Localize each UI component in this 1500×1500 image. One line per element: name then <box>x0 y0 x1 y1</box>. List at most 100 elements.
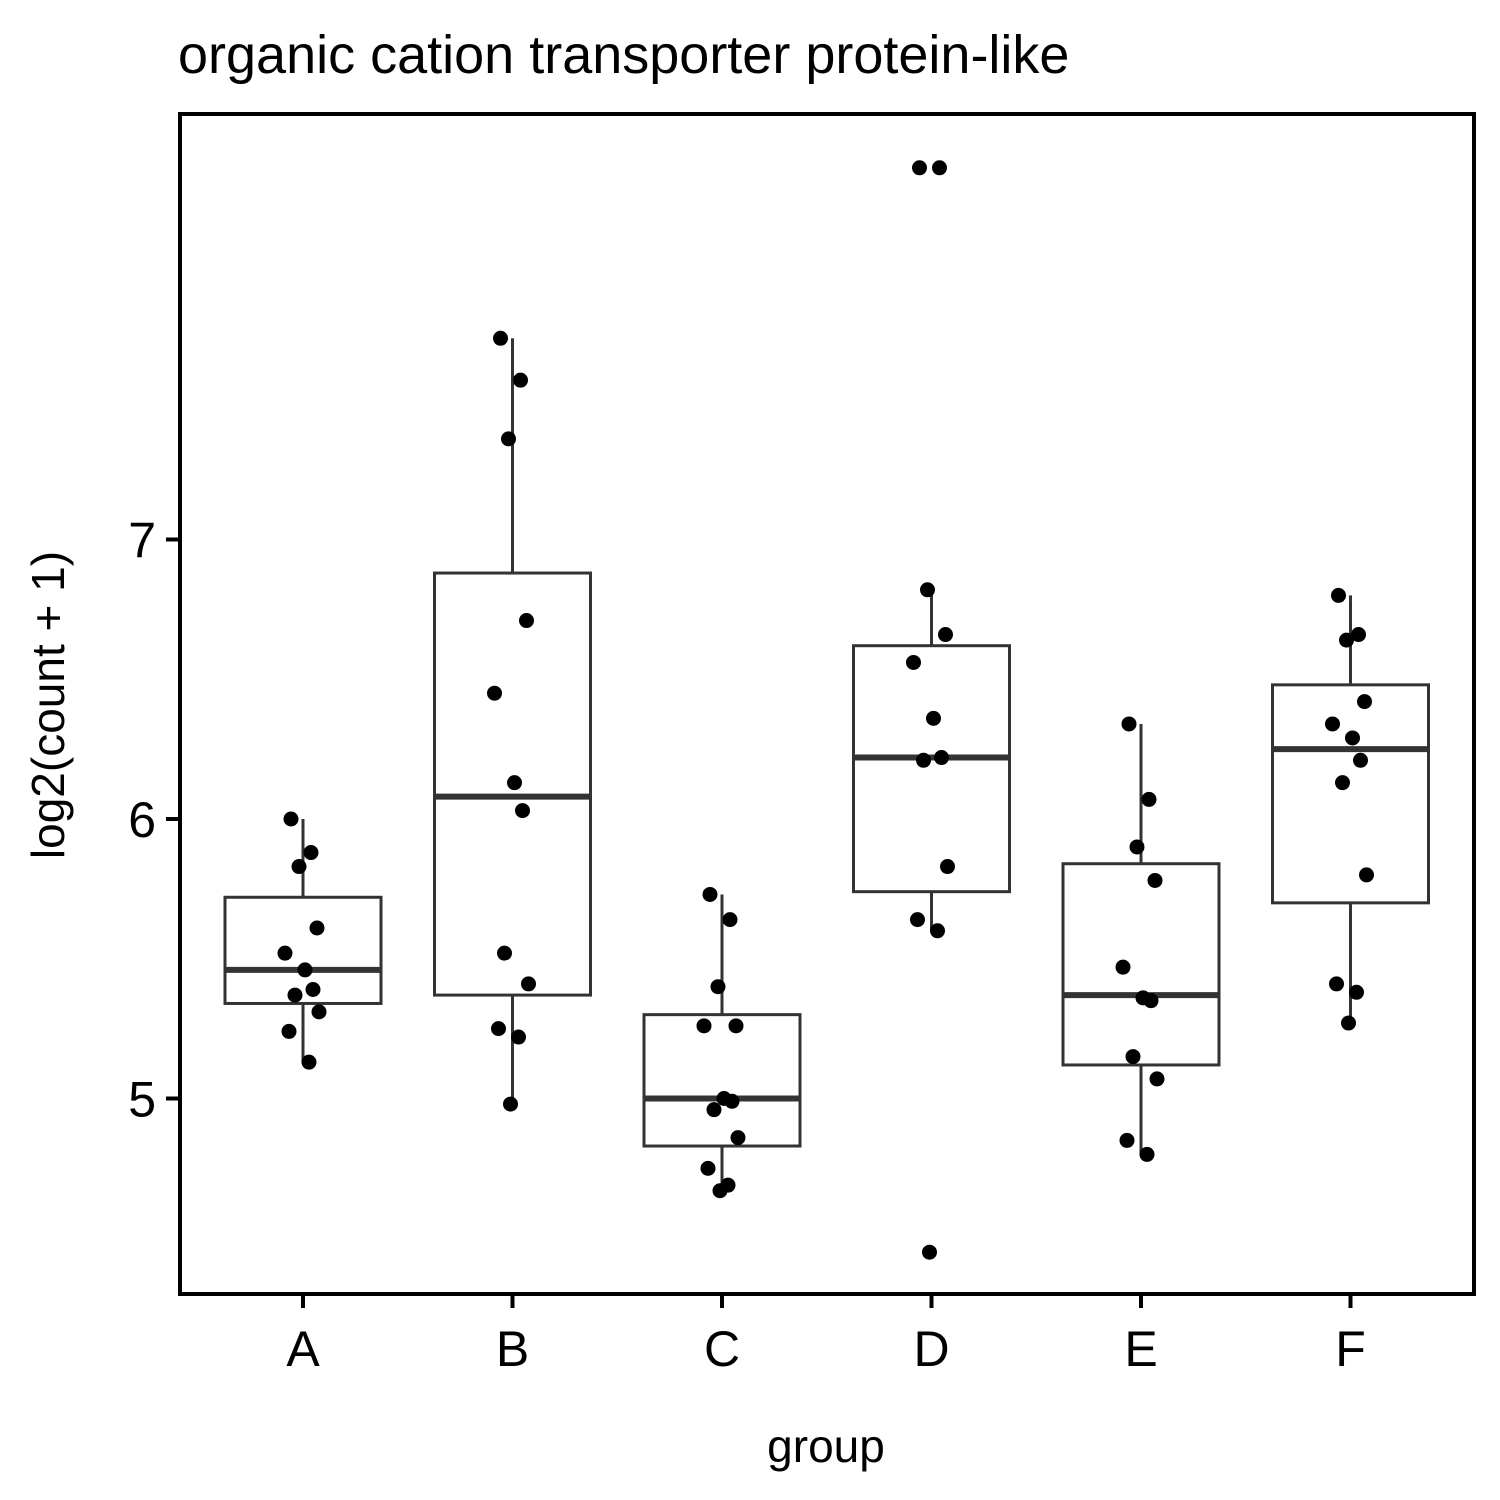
data-point <box>1329 976 1344 992</box>
data-point <box>513 372 528 388</box>
axes: 5 6 7 A B C D E F <box>128 513 1366 1378</box>
data-point <box>277 945 293 961</box>
data-point <box>1357 694 1372 710</box>
data-point <box>511 1029 526 1045</box>
data-point <box>501 431 516 447</box>
data-point <box>730 1130 746 1146</box>
box-group-a <box>223 819 383 1063</box>
data-point <box>1351 627 1366 643</box>
data-point <box>1341 1015 1356 1031</box>
points-f <box>1325 587 1374 1031</box>
data-point <box>497 945 512 961</box>
data-point <box>1115 959 1131 975</box>
plot-frame <box>178 112 1476 1296</box>
data-point <box>1119 1132 1135 1148</box>
x-tick-label: C <box>704 1321 740 1377</box>
data-point <box>1125 1049 1141 1065</box>
data-point <box>521 976 536 992</box>
data-point <box>700 1160 716 1176</box>
points-e <box>1115 716 1165 1162</box>
data-point <box>491 1021 506 1037</box>
data-point <box>1143 993 1159 1009</box>
box <box>1271 683 1430 905</box>
data-point <box>515 803 530 819</box>
data-point <box>728 1018 744 1034</box>
plot-area <box>223 160 1430 1260</box>
data-point <box>934 750 949 766</box>
points-a <box>277 811 327 1070</box>
data-point <box>503 1096 518 1112</box>
box-group-e <box>1061 723 1221 1155</box>
y-tick-label: 5 <box>128 1072 156 1128</box>
data-point <box>301 1054 317 1070</box>
data-point <box>940 859 955 875</box>
data-point <box>916 752 931 768</box>
x-axis-label: group <box>767 1420 885 1472</box>
data-point <box>283 811 299 827</box>
data-point <box>1149 1071 1165 1087</box>
x-tick-label: D <box>913 1321 949 1377</box>
data-point <box>305 981 321 997</box>
box <box>1061 862 1221 1067</box>
data-point <box>712 1183 728 1199</box>
box <box>223 895 383 1005</box>
data-point <box>710 979 726 995</box>
x-tick-label: B <box>496 1321 529 1377</box>
data-point <box>1353 752 1368 768</box>
data-point <box>297 962 313 978</box>
y-tick-label: 7 <box>128 513 156 569</box>
data-point <box>912 160 927 176</box>
data-point <box>1325 716 1340 732</box>
data-point <box>938 627 953 643</box>
data-point <box>906 654 921 670</box>
data-point <box>291 859 307 875</box>
x-tick-label: E <box>1124 1321 1157 1377</box>
data-point <box>287 987 303 1003</box>
data-point <box>311 1004 327 1020</box>
data-point <box>1141 791 1157 807</box>
data-point <box>910 912 925 928</box>
data-point <box>932 160 947 176</box>
data-point <box>922 1244 937 1260</box>
chart-title: organic cation transporter protein-like <box>178 25 1069 85</box>
box <box>642 1013 802 1148</box>
y-axis-label: log2(count + 1) <box>22 551 74 859</box>
data-point <box>519 613 534 629</box>
data-point <box>1331 587 1346 603</box>
data-point <box>1129 839 1145 855</box>
box <box>433 571 592 997</box>
data-point <box>1335 775 1350 791</box>
data-point <box>930 923 945 939</box>
data-point <box>696 1018 712 1034</box>
data-point <box>926 710 941 726</box>
data-point <box>702 886 718 902</box>
data-point <box>309 920 325 936</box>
box-group-d <box>852 589 1011 931</box>
data-point <box>706 1102 722 1118</box>
data-point <box>487 685 502 701</box>
data-point <box>1147 872 1163 888</box>
data-point <box>1349 984 1364 1000</box>
data-point <box>303 845 319 861</box>
box <box>852 644 1011 894</box>
box-group-c <box>642 894 802 1188</box>
data-point <box>493 330 508 346</box>
x-tick-label: A <box>286 1321 320 1377</box>
data-point <box>920 582 935 598</box>
box-group-f <box>1271 595 1430 1024</box>
x-tick-label: F <box>1335 1321 1366 1377</box>
data-point <box>1121 716 1137 732</box>
data-point <box>281 1023 297 1039</box>
points-c <box>696 886 746 1199</box>
data-point <box>1339 632 1354 648</box>
data-point <box>1139 1146 1155 1162</box>
data-point <box>1359 867 1374 883</box>
box-group-b <box>433 338 592 1105</box>
data-point <box>1345 730 1360 746</box>
y-tick-label: 6 <box>128 792 156 848</box>
data-point <box>507 775 522 791</box>
points-d <box>906 160 955 1260</box>
points-b <box>487 330 536 1112</box>
